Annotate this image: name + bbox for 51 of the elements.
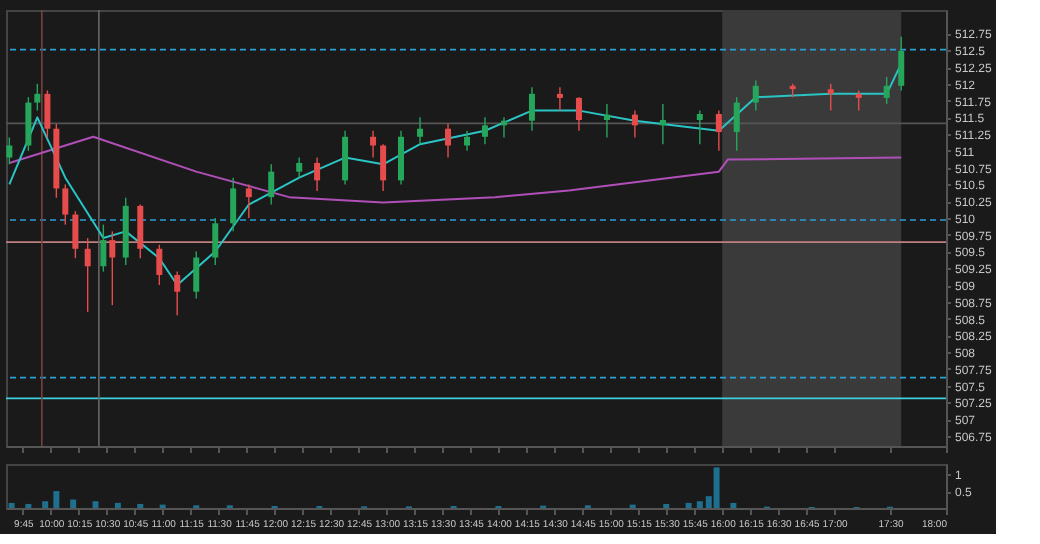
- candlestick: [314, 156, 321, 192]
- candlestick: [380, 143, 387, 192]
- bar: [53, 491, 60, 508]
- candlestick: [898, 36, 905, 92]
- candlestick: [883, 76, 890, 105]
- candlestick: [556, 86, 563, 112]
- candlestick: [659, 103, 666, 145]
- candlestick: [137, 203, 144, 259]
- candlestick: [342, 130, 349, 186]
- bar: [92, 501, 99, 508]
- candlestick: [193, 250, 200, 300]
- candlestick: [34, 83, 41, 112]
- bar: [685, 502, 692, 508]
- candlestick: [268, 163, 275, 206]
- candlestick: [696, 109, 703, 145]
- bar: [8, 502, 15, 508]
- candlestick: [398, 130, 405, 186]
- candlestick: [464, 130, 471, 152]
- bar: [70, 499, 77, 508]
- candlestick: [752, 79, 759, 112]
- candlestick: [109, 230, 116, 306]
- candlestick: [25, 96, 32, 152]
- candlestick: [44, 89, 51, 139]
- line-series: [8, 135, 903, 204]
- candlestick: [481, 116, 488, 145]
- candlestick: [296, 156, 303, 179]
- candlestick: [156, 244, 163, 286]
- candlestick: [528, 86, 535, 132]
- candlestick: [631, 109, 638, 139]
- candlestick: [72, 210, 79, 259]
- candlestick: [84, 237, 91, 313]
- candlestick: [715, 109, 722, 152]
- candlestick: [827, 83, 834, 112]
- candlestick: [370, 130, 377, 159]
- bar: [114, 502, 121, 508]
- candlestick: [417, 116, 424, 145]
- candlestick: [212, 217, 219, 266]
- candlestick: [855, 89, 862, 112]
- candlestick: [230, 176, 237, 233]
- candlestick: [733, 96, 740, 152]
- candlestick: [6, 136, 13, 165]
- bar: [42, 501, 49, 508]
- candlestick: [575, 96, 582, 132]
- candlestick: [245, 183, 252, 219]
- candlestick: [62, 183, 69, 226]
- candlestick: [100, 223, 107, 273]
- bar: [730, 502, 737, 508]
- candlestick: [603, 103, 610, 139]
- candlestick: [174, 270, 181, 316]
- candlestick: [445, 123, 452, 159]
- bar: [713, 467, 720, 508]
